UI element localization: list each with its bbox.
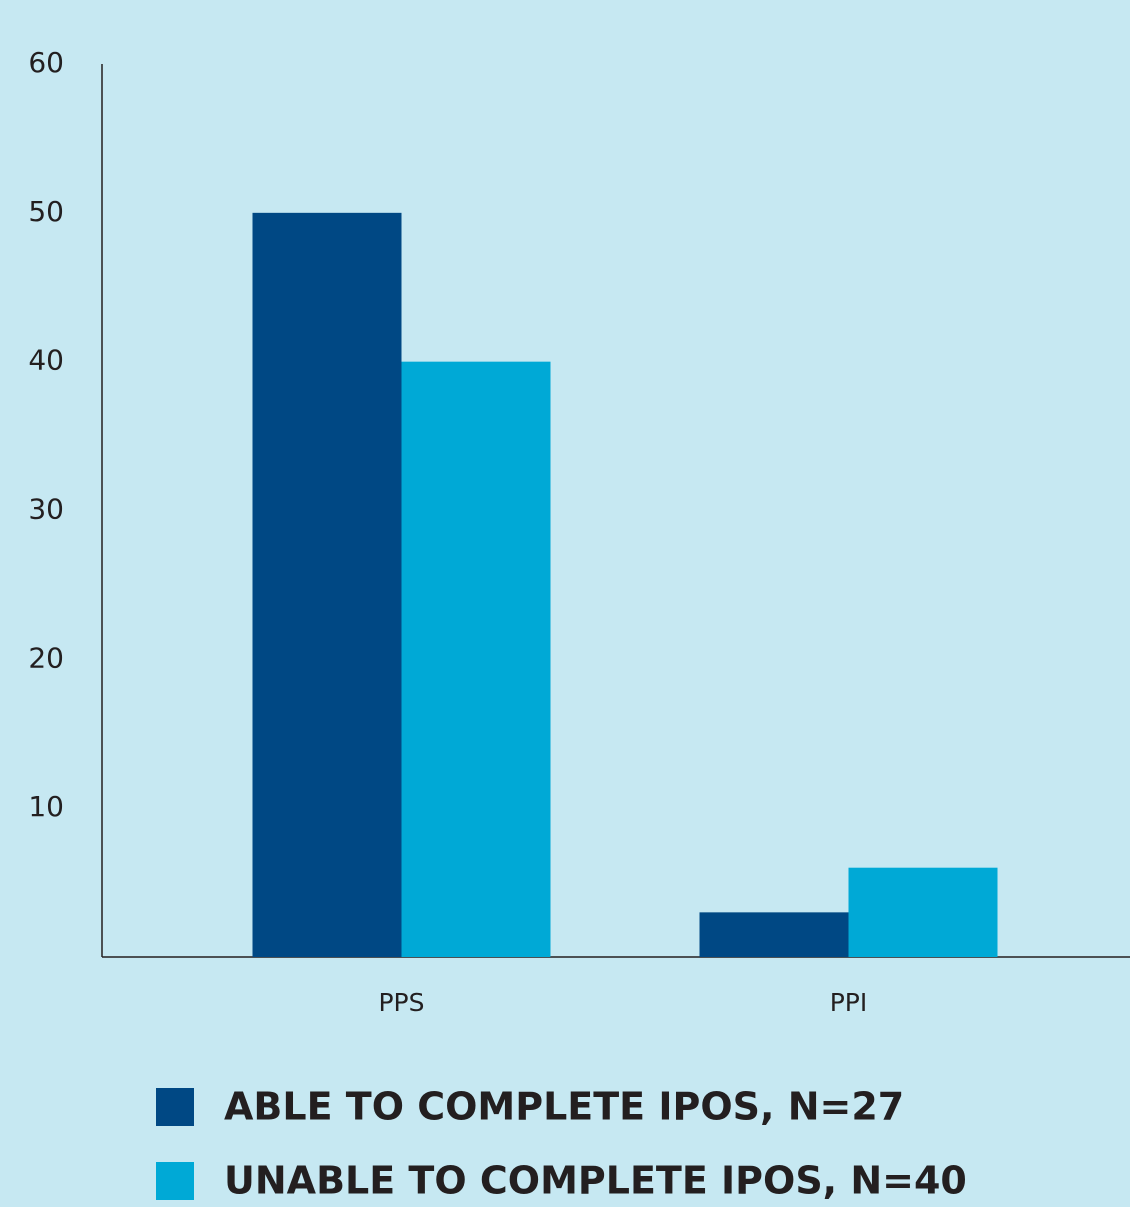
legend-label: UNABLE TO COMPLETE IPOS, N=40 (224, 1159, 967, 1203)
x-tick-label: PPI (830, 988, 868, 1017)
y-tick-label: 40 (28, 344, 64, 377)
x-tick-label: PPS (378, 988, 424, 1017)
bar (699, 912, 849, 957)
legend-label: ABLE TO COMPLETE IPOS, N=27 (224, 1085, 904, 1129)
y-tick-label: 50 (28, 195, 64, 228)
legend-swatch (156, 1162, 194, 1200)
bar (401, 361, 551, 958)
y-tick-label: 60 (28, 46, 64, 79)
legend-swatch (156, 1088, 194, 1126)
bar (848, 867, 998, 957)
bar (252, 212, 402, 958)
y-tick-label: 30 (28, 493, 64, 526)
y-tick-label: 10 (28, 790, 64, 823)
y-tick-label: 20 (28, 641, 64, 674)
